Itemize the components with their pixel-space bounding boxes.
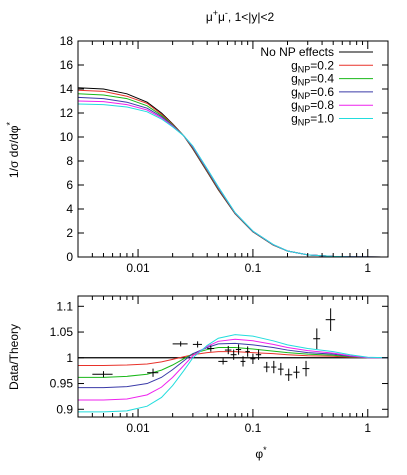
top-ytick-label: 10 <box>60 130 74 144</box>
data-points <box>92 308 336 381</box>
bottom-ylabel: Data/Theory <box>7 324 21 390</box>
top-xtick-label: 1 <box>364 261 371 275</box>
bottom-curves <box>78 334 389 413</box>
top-ytick-label: 8 <box>66 154 73 168</box>
legend: No NP effectsgNP=0.2gNP=0.4gNP=0.6gNP=0.… <box>260 45 373 128</box>
top-ytick-label: 18 <box>60 34 74 48</box>
bottom-xtick-label: 1 <box>364 421 371 435</box>
top-series-line-3 <box>77 96 389 258</box>
bottom-panel: 0.9 0.95 1 1.05 1.1 0.01 0.1 1 Data/Theory φ* <box>7 295 389 461</box>
top-xtick-label: 0.01 <box>126 261 150 275</box>
legend-label-1: gNP=0.2 <box>291 58 334 74</box>
legend-label-5: gNP=1.0 <box>291 112 334 128</box>
legend-label-4: gNP=0.8 <box>291 98 334 114</box>
top-ytick-label: 4 <box>66 202 73 216</box>
bottom-ytick-label: 1.05 <box>50 325 74 339</box>
bottom-ytick-label: 0.95 <box>50 377 74 391</box>
legend-label-0: No NP effects <box>260 45 334 59</box>
top-ytick-label: 6 <box>66 178 73 192</box>
bottom-xtick-label: 0.1 <box>245 421 262 435</box>
top-ytick-label: 0 <box>66 250 73 264</box>
x-axis-label: φ* <box>255 445 267 461</box>
bottom-ytick-label: 1 <box>66 351 73 365</box>
figure-title: μ+μ-, 1<|y|<2 <box>206 8 275 24</box>
bottom-series-line-3 <box>78 342 388 389</box>
top-series-line-5 <box>77 103 389 258</box>
bottom-xtick-label: 0.01 <box>126 421 150 435</box>
top-series-line-1 <box>77 89 389 258</box>
top-series-line-0 <box>77 87 389 258</box>
bottom-series-line-2 <box>78 346 388 378</box>
top-ytick-label: 12 <box>60 106 74 120</box>
bottom-ticks: 0.9 0.95 1 1.05 1.1 0.01 0.1 1 <box>50 296 388 435</box>
legend-label-3: gNP=0.6 <box>291 85 334 101</box>
top-plot-frame <box>77 40 389 258</box>
bottom-series-line-1 <box>78 351 388 367</box>
top-ticks: 0 2 4 6 8 10 12 14 16 18 0.01 0.1 1 <box>60 34 388 275</box>
top-ytick-label: 2 <box>66 226 73 240</box>
top-ytick-label: 14 <box>60 82 74 96</box>
top-ylabel: 1/σ dσ/dφ* <box>5 121 21 178</box>
bottom-plot-frame <box>77 295 389 418</box>
top-ytick-label: 16 <box>60 58 74 72</box>
bottom-series-line-4 <box>78 338 388 401</box>
top-xtick-label: 0.1 <box>245 261 262 275</box>
bottom-series-line-5 <box>78 334 389 413</box>
legend-label-2: gNP=0.4 <box>291 72 334 88</box>
top-curves <box>77 87 389 258</box>
bottom-ytick-label: 0.9 <box>56 402 73 416</box>
bottom-ytick-label: 1.1 <box>56 299 73 313</box>
top-series-line-4 <box>77 100 389 258</box>
